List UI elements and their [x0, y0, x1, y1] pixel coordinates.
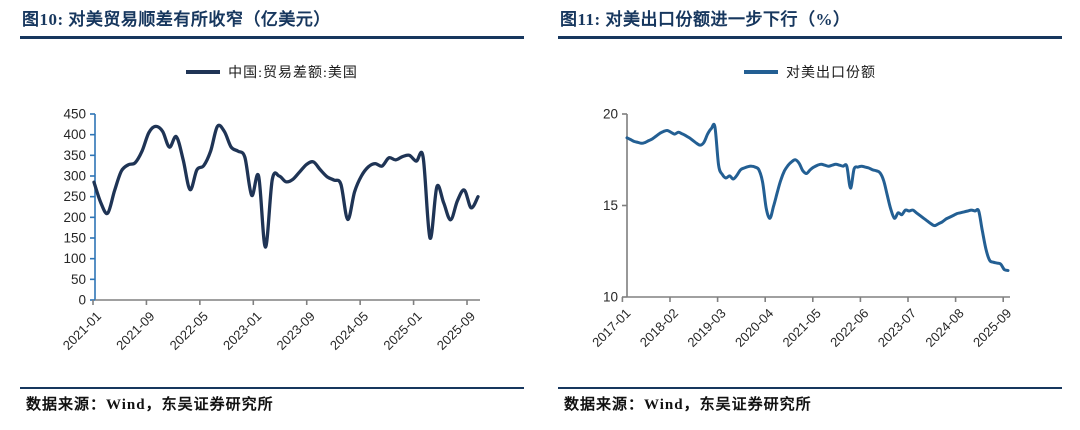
svg-text:2025-09: 2025-09: [434, 309, 478, 353]
svg-text:200: 200: [63, 210, 86, 225]
svg-text:0: 0: [78, 293, 86, 308]
source-note: 数据来源：Wind，东吴证券研究所: [26, 397, 274, 413]
svg-text:100: 100: [63, 251, 86, 266]
svg-text:250: 250: [63, 189, 86, 204]
figure-panel-11: 图11: 对美出口份额进一步下行（%） 对美出口份额 20 15 10 2017-01…: [558, 0, 1062, 430]
x-tick-labels: 2017-01 2018-02 2019-03 2020-04 2021-05 2022-…: [589, 306, 1014, 350]
svg-text:15: 15: [603, 198, 618, 213]
svg-text:2022-06: 2022-06: [827, 306, 871, 350]
source-note: 数据来源：Wind，东吴证券研究所: [564, 397, 812, 413]
y-tick-labels: 20 15 10: [603, 107, 618, 305]
svg-text:20: 20: [603, 107, 618, 122]
data-line: [625, 122, 1010, 272]
svg-text:10: 10: [603, 290, 618, 305]
svg-text:2023-09: 2023-09: [273, 309, 317, 353]
figure-title: 图10: 对美贸易顺差有所收窄（亿美元）: [22, 10, 331, 29]
svg-text:2020-04: 2020-04: [732, 306, 776, 350]
svg-text:2025-09: 2025-09: [970, 306, 1014, 350]
svg-text:2021-05: 2021-05: [780, 306, 824, 350]
x-axis: [621, 296, 1010, 302]
svg-text:2018-02: 2018-02: [637, 306, 681, 350]
svg-text:2021-09: 2021-09: [113, 309, 157, 353]
x-tick-labels: 2021-01 2021-09 2022-05 2023-01 2023-09 2024-…: [60, 309, 478, 353]
svg-text:2024-08: 2024-08: [922, 306, 966, 350]
title-rule: [558, 36, 1062, 39]
svg-text:50: 50: [71, 272, 86, 287]
y-tick-labels: 450 400 350 300 250 200 150 100 50 0: [63, 107, 86, 308]
x-axis: [92, 299, 480, 305]
svg-text:150: 150: [63, 231, 86, 246]
svg-text:2017-01: 2017-01: [589, 306, 633, 350]
bottom-rule: [558, 387, 1062, 389]
legend-line-swatch: [744, 70, 778, 74]
bottom-rule: [20, 387, 524, 389]
svg-text:2024-05: 2024-05: [327, 309, 371, 353]
svg-text:2023-01: 2023-01: [220, 309, 264, 353]
svg-text:400: 400: [63, 127, 86, 142]
svg-text:2021-01: 2021-01: [60, 309, 104, 353]
legend-line-swatch: [186, 70, 221, 74]
data-line: [92, 123, 480, 249]
chart-legend: 中国:贸易差额:美国: [20, 62, 524, 82]
svg-text:2025-01: 2025-01: [380, 309, 424, 353]
svg-text:2023-07: 2023-07: [875, 306, 919, 350]
svg-text:2019-03: 2019-03: [684, 306, 728, 350]
title-rule: [20, 36, 524, 39]
svg-text:350: 350: [63, 148, 86, 163]
svg-text:300: 300: [63, 169, 86, 184]
legend-label: 对美出口份额: [786, 66, 876, 81]
svg-text:2022-05: 2022-05: [167, 309, 211, 353]
figure-panel-10: 图10: 对美贸易顺差有所收窄（亿美元） 中国:贸易差额:美国 450 400 35…: [20, 0, 524, 430]
y-axis: [90, 113, 96, 301]
figure-title: 图11: 对美出口份额进一步下行（%）: [560, 10, 851, 29]
svg-text:450: 450: [63, 107, 86, 122]
y-axis: [622, 113, 628, 298]
legend-label: 中国:贸易差额:美国: [228, 66, 358, 81]
chart-legend: 对美出口份额: [558, 62, 1062, 82]
